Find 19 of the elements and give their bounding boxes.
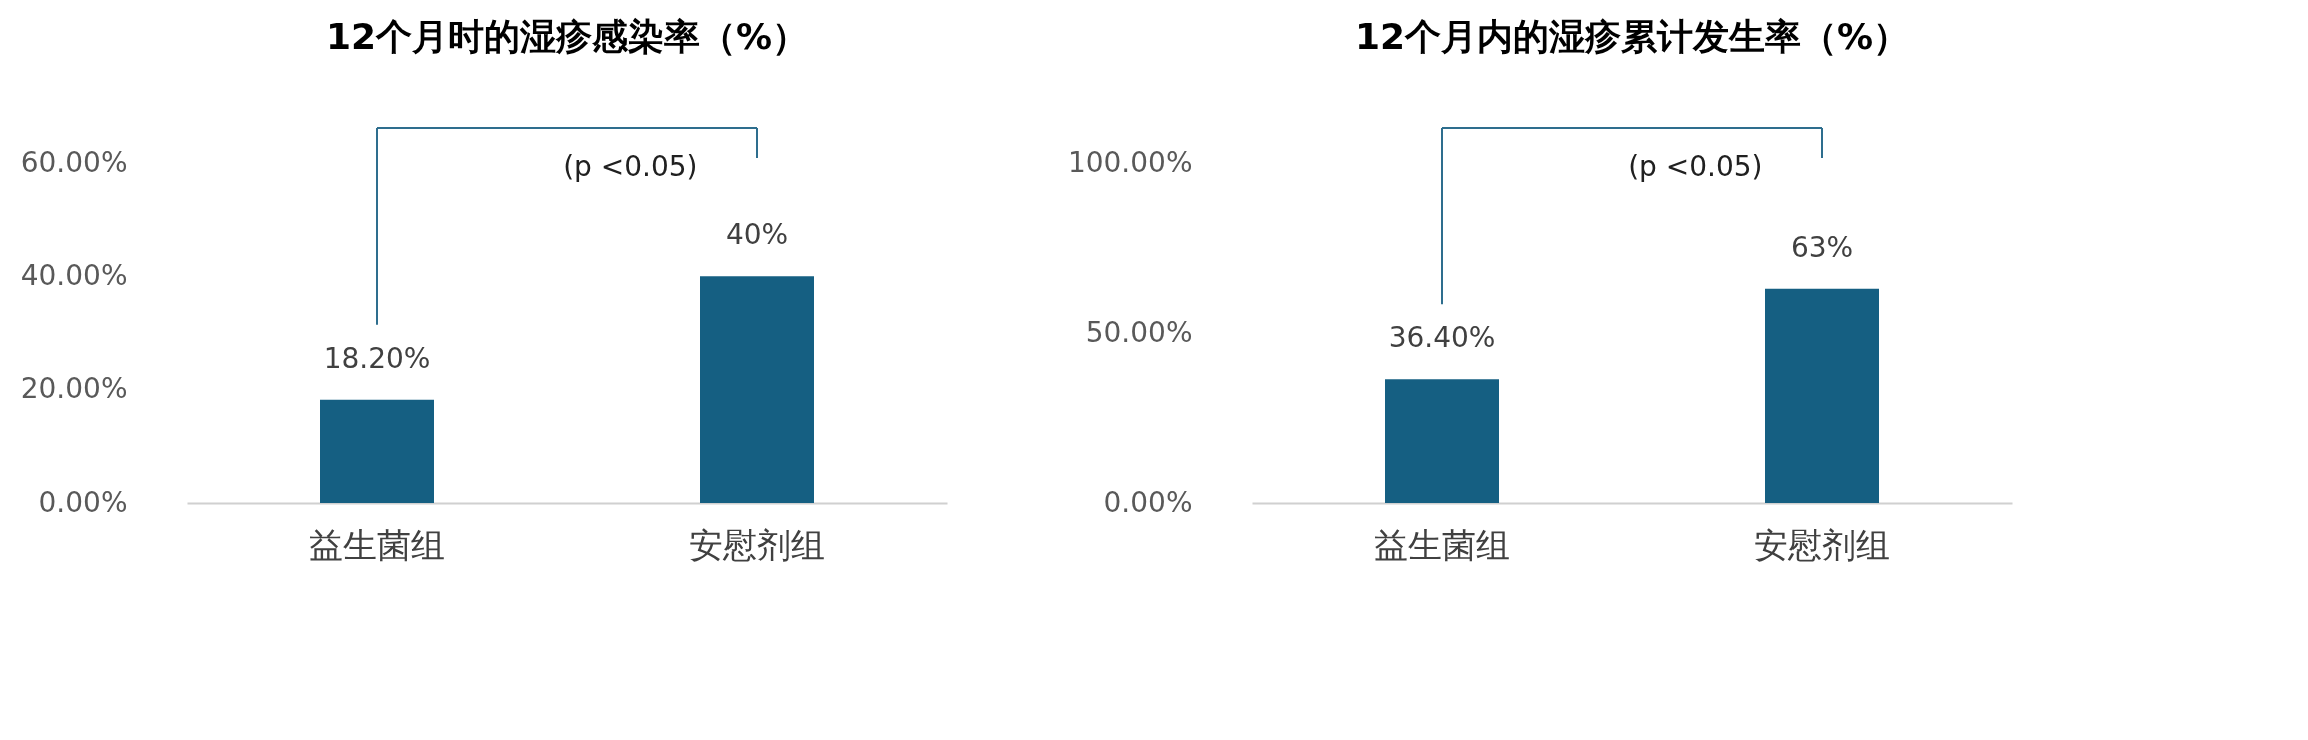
y-tick-label: 0.00% [1103,485,1193,519]
x-tick-label: 益生菌组 [309,524,445,565]
chart-title: 12个月时的湿疹感染率（%） [325,16,809,57]
y-tick-label: 20.00% [20,372,128,406]
y-tick-label: 40.00% [20,258,128,292]
chart-title: 12个月内的湿疹累计发生率（%） [1354,16,1910,57]
annotation: (p <0.05) [1628,150,1763,183]
x-tick-label: 安慰剂组 [1754,524,1890,565]
y-tick-label: 100.00% [1067,145,1193,179]
y-tick-label: 0.00% [38,485,128,519]
data-label: 18.20% [323,341,431,375]
x-tick-label: 益生菌组 [1374,524,1510,565]
x-tick-label: 安慰剂组 [689,524,825,565]
y-tick-label: 60.00% [20,145,128,179]
data-label: 36.40% [1388,321,1496,355]
data-label: 40% [725,218,789,252]
y-tick-label: 50.00% [1085,315,1193,349]
data-label: 63% [1790,230,1854,264]
annotation: (p <0.05) [563,150,698,183]
